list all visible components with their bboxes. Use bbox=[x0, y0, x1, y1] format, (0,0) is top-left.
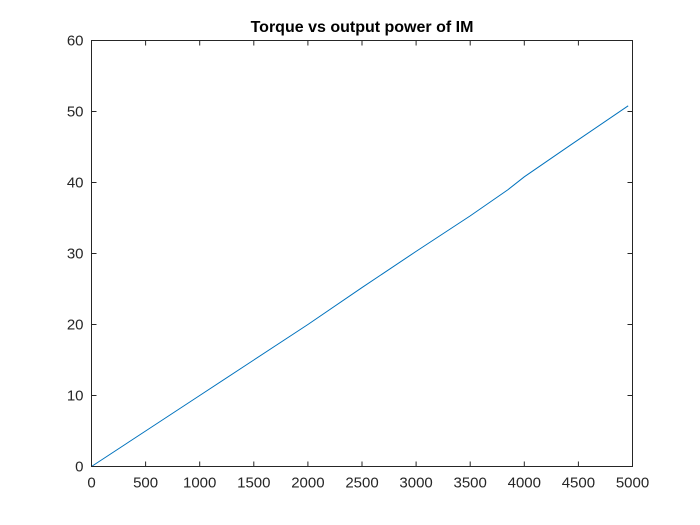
x-tick-label: 3500 bbox=[454, 475, 487, 492]
x-tick-label: 4500 bbox=[562, 475, 595, 492]
y-tick-label: 60 bbox=[67, 33, 84, 50]
y-tick-label: 30 bbox=[67, 246, 84, 263]
x-tick-label: 4000 bbox=[508, 475, 541, 492]
series-line-0 bbox=[91, 105, 629, 467]
y-tick-label: 40 bbox=[67, 175, 84, 192]
axis-ticks: 0 500 1000 1500 2000 2500 3000 3500 4000 4500 5000… bbox=[67, 33, 649, 492]
chart-title: Torque vs output power of IM bbox=[251, 19, 474, 36]
plot-area bbox=[91, 105, 629, 467]
x-tick-label: 1500 bbox=[237, 475, 270, 492]
x-tick-label: 0 bbox=[87, 475, 95, 492]
x-tick-label: 1000 bbox=[183, 475, 216, 492]
x-tick-label: 500 bbox=[133, 475, 158, 492]
x-tick-label: 3000 bbox=[399, 475, 432, 492]
y-tick-label: 20 bbox=[67, 317, 84, 334]
x-tick-label: 5000 bbox=[616, 475, 649, 492]
y-tick-label: 10 bbox=[67, 388, 84, 405]
x-tick-label: 2000 bbox=[291, 475, 324, 492]
y-tick-label: 0 bbox=[75, 459, 83, 476]
axes-box bbox=[91, 40, 633, 467]
y-tick-label: 50 bbox=[67, 104, 84, 121]
x-tick-label: 2500 bbox=[345, 475, 378, 492]
